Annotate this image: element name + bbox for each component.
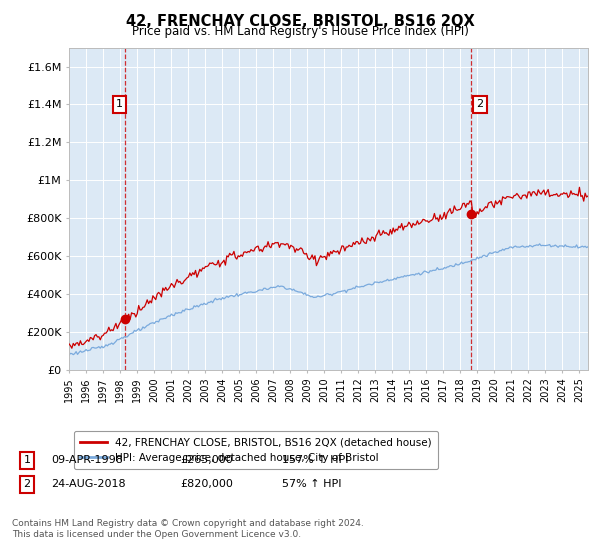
Text: Price paid vs. HM Land Registry's House Price Index (HPI): Price paid vs. HM Land Registry's House … [131, 25, 469, 38]
Legend: 42, FRENCHAY CLOSE, BRISTOL, BS16 2QX (detached house), HPI: Average price, deta: 42, FRENCHAY CLOSE, BRISTOL, BS16 2QX (d… [74, 431, 438, 469]
Text: 1: 1 [23, 455, 31, 465]
Text: 09-APR-1998: 09-APR-1998 [51, 455, 123, 465]
Text: 1: 1 [116, 100, 123, 109]
Text: 157% ↑ HPI: 157% ↑ HPI [282, 455, 349, 465]
Text: 24-AUG-2018: 24-AUG-2018 [51, 479, 125, 489]
Text: 57% ↑ HPI: 57% ↑ HPI [282, 479, 341, 489]
Text: £265,000: £265,000 [180, 455, 233, 465]
Text: 42, FRENCHAY CLOSE, BRISTOL, BS16 2QX: 42, FRENCHAY CLOSE, BRISTOL, BS16 2QX [125, 14, 475, 29]
Text: £820,000: £820,000 [180, 479, 233, 489]
Text: Contains HM Land Registry data © Crown copyright and database right 2024.
This d: Contains HM Land Registry data © Crown c… [12, 520, 364, 539]
Text: 2: 2 [23, 479, 31, 489]
Text: 2: 2 [476, 100, 484, 109]
